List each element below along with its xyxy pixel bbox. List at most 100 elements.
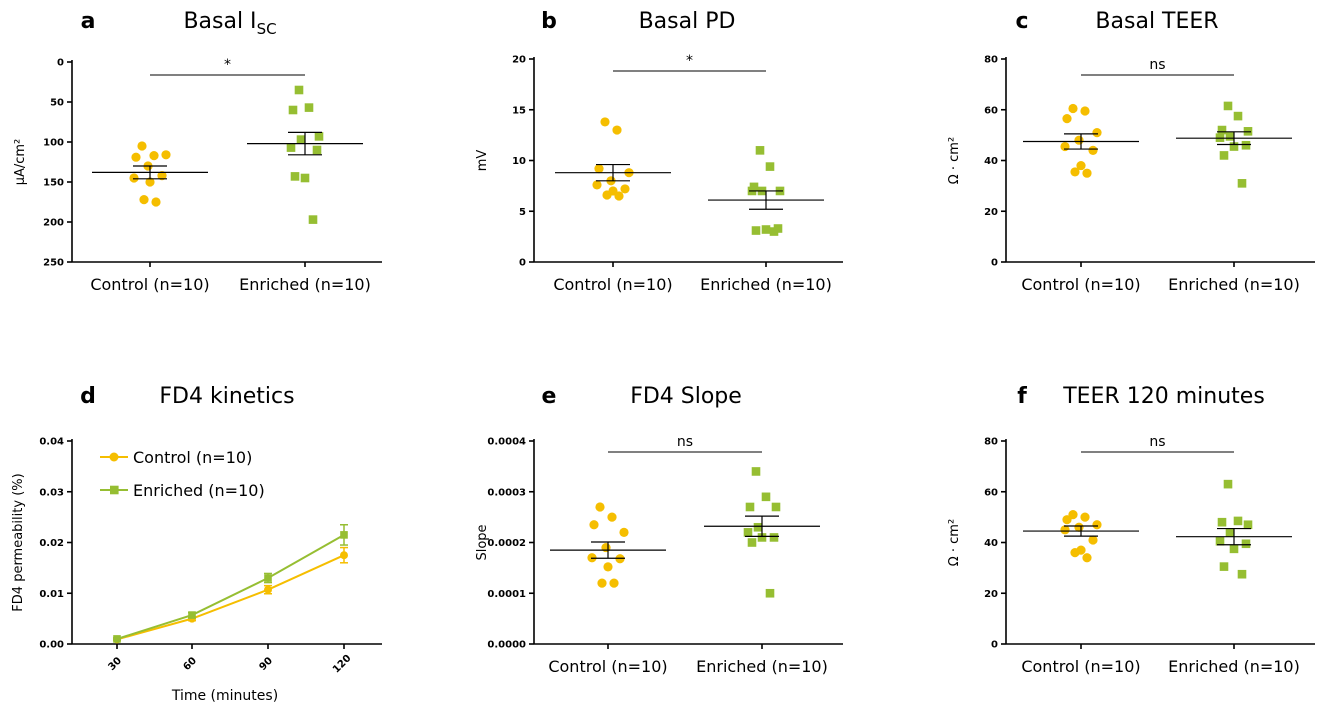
y-tick-label: 60: [984, 105, 998, 116]
data-point-control: [264, 585, 272, 594]
data-point-control: [1082, 553, 1092, 563]
data-point-control: [151, 197, 161, 207]
y-tick-label: 100: [43, 138, 64, 149]
data-point-enriched: [757, 533, 767, 542]
panel-letter: b: [541, 9, 557, 34]
significance-label: ns: [1149, 434, 1165, 450]
y-tick-label: 40: [984, 156, 998, 167]
y-tick-label: 0: [57, 58, 64, 69]
y-tick-label: 80: [984, 55, 998, 66]
data-point-enriched: [314, 132, 324, 141]
data-point-control: [619, 527, 629, 537]
data-point-control: [1060, 525, 1070, 535]
data-point-control: [1092, 127, 1102, 138]
data-point-enriched: [290, 172, 300, 181]
data-point-enriched: [1237, 179, 1247, 188]
data-point-enriched: [1217, 517, 1227, 527]
data-point-control: [1082, 168, 1092, 178]
data-point-enriched: [340, 531, 348, 539]
data-point-enriched: [751, 226, 761, 235]
data-point-control: [595, 502, 605, 512]
panel-a: a Basal ISC 0 50 100 150 200 250 μA/cm² Control (…: [13, 9, 382, 294]
data-point-control: [1092, 520, 1102, 530]
data-point-enriched: [264, 574, 272, 582]
y-tick-label: 0.03: [39, 487, 64, 498]
data-point-enriched: [1241, 140, 1251, 150]
panel-title: FD4 Slope: [630, 384, 742, 409]
data-point-enriched: [1223, 101, 1233, 111]
data-point-enriched: [1243, 520, 1253, 530]
significance-label: *: [686, 53, 693, 69]
y-axis-label: Ω · cm²: [947, 137, 962, 184]
panel-c: c Basal TEER 0 20 40 60 80 Ω · cm² Control (n=10…: [947, 9, 1315, 294]
data-point-control: [1080, 106, 1090, 116]
data-point-enriched: [288, 105, 298, 115]
data-point-enriched: [747, 538, 757, 547]
data-point-enriched: [1219, 562, 1229, 571]
series-line-enriched: [116, 534, 345, 640]
y-tick-label: 150: [43, 178, 64, 189]
data-point-control: [592, 180, 602, 190]
x-category-label: Control (n=10): [1021, 275, 1140, 294]
y-tick-label: 20: [984, 207, 998, 218]
data-point-enriched: [751, 467, 761, 476]
y-tick-label: 200: [43, 218, 64, 229]
y-tick-label: 0: [991, 640, 998, 651]
y-tick-label: 0.0001: [487, 589, 526, 600]
panel-title-subscript: SC: [257, 20, 277, 38]
x-category-label: Enriched (n=10): [1168, 275, 1300, 294]
x-tick-label: 120: [331, 653, 354, 676]
data-point-enriched: [294, 85, 304, 95]
data-point-control: [157, 171, 167, 181]
data-point-control: [1070, 167, 1080, 177]
y-tick-label: 0.0000: [487, 640, 526, 651]
y-tick-label: 0.02: [39, 538, 64, 549]
data-point-enriched: [1217, 125, 1227, 135]
data-point-enriched: [312, 145, 322, 155]
legend-label: Enriched (n=10): [133, 481, 265, 500]
y-tick-label: 5: [519, 207, 526, 218]
data-point-control: [1060, 141, 1070, 152]
data-point-control: [601, 542, 611, 553]
data-point-control: [589, 520, 599, 530]
data-point-control: [1074, 135, 1084, 145]
series-line-control: [116, 554, 345, 641]
data-point-enriched: [113, 635, 121, 643]
data-point-enriched: [755, 146, 765, 155]
y-axis-label: mV: [475, 150, 490, 172]
data-point-enriched: [1225, 132, 1235, 141]
significance-label: ns: [677, 434, 693, 450]
x-category-label: Enriched (n=10): [1168, 657, 1300, 676]
data-point-enriched: [743, 528, 753, 537]
x-category-label: Enriched (n=10): [239, 275, 371, 294]
y-tick-label: 15: [512, 105, 526, 116]
x-category-label: Enriched (n=10): [700, 275, 832, 294]
legend-marker-control: [109, 452, 119, 462]
data-point-control: [137, 141, 147, 151]
panel-title-main: FD4 kinetics: [159, 384, 294, 409]
y-axis-label: μA/cm²: [13, 139, 28, 186]
y-tick-label: 0: [519, 258, 526, 269]
y-tick-label: 0: [991, 258, 998, 269]
panel-letter: e: [542, 384, 557, 409]
y-tick-label: 50: [50, 98, 64, 109]
data-point-enriched: [1237, 569, 1247, 579]
panel-letter: c: [1015, 9, 1028, 34]
x-category-label: Control (n=10): [553, 275, 672, 294]
data-point-enriched: [188, 611, 196, 619]
data-point-enriched: [1229, 142, 1239, 151]
data-point-control: [1080, 512, 1090, 522]
x-category-label: Control (n=10): [1021, 657, 1140, 676]
y-tick-label: 20: [512, 55, 526, 66]
data-point-enriched: [765, 588, 775, 598]
panel-letter: d: [80, 384, 96, 409]
data-point-control: [612, 125, 622, 135]
data-point-control: [1068, 103, 1078, 114]
legend-label: Control (n=10): [133, 448, 252, 467]
y-axis-label: Slope: [475, 524, 490, 560]
data-point-enriched: [769, 227, 779, 236]
panel-title-main: Basal I: [183, 9, 256, 34]
panel-b: b Basal PD 0 5 10 15 20 mV Control (n=10) Enriche…: [475, 9, 843, 294]
data-point-enriched: [1215, 536, 1225, 546]
data-point-enriched: [753, 522, 763, 532]
